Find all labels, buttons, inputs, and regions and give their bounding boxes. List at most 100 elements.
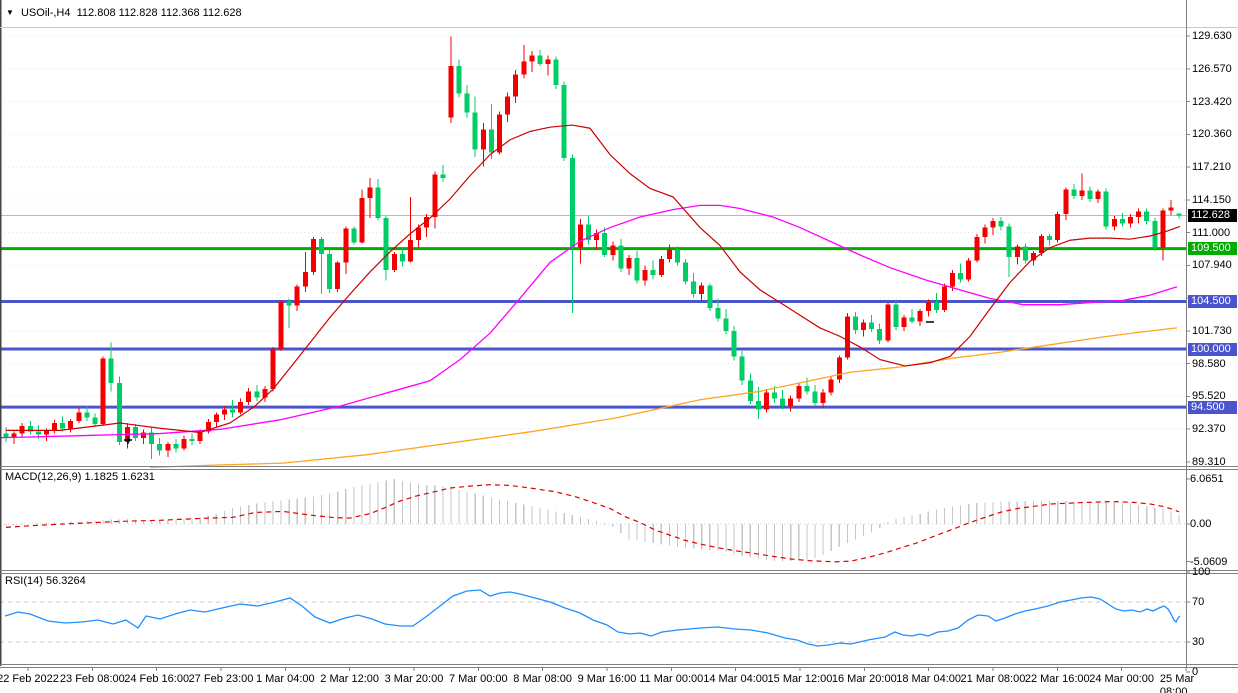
bear-candle <box>1144 211 1150 222</box>
bear-candle <box>691 281 697 295</box>
rsi-scale-label: 0 <box>1192 666 1199 678</box>
bear-candle <box>3 433 9 438</box>
bear-candle <box>440 174 446 178</box>
bull-candle <box>950 272 956 287</box>
bull-candle <box>521 61 527 75</box>
bull-candle <box>391 253 397 270</box>
bull-candle <box>1079 190 1085 196</box>
bull-candle <box>197 431 203 441</box>
time-axis-label: 24 Feb 16:00 <box>124 673 190 685</box>
price-tick-label: 111.000 <box>1192 226 1231 239</box>
macd-indicator-label: MACD(12,26,9) 1.1825 1.6231 <box>5 471 155 483</box>
bull-candle <box>505 96 511 115</box>
bull-candle <box>278 301 284 350</box>
bear-candle <box>456 65 462 94</box>
bear-candle <box>602 232 608 256</box>
bear-candle <box>319 239 325 254</box>
rsi-value: 56.3264 <box>45 575 86 587</box>
price-tick-label: 98.580 <box>1192 357 1226 370</box>
bull-candle <box>310 239 316 272</box>
bull-candle <box>925 302 931 312</box>
bull-candle <box>699 285 705 295</box>
bear-candle <box>173 444 179 449</box>
time-axis-label: 7 Mar 00:00 <box>448 673 508 685</box>
bull-candle <box>213 414 219 422</box>
macd-scale-label: 0.00 <box>1190 518 1212 530</box>
bear-candle <box>1176 213 1182 216</box>
bear-candle <box>553 59 559 85</box>
price-line-label: 94.500 <box>1188 400 1237 414</box>
price-tick-label: 123.420 <box>1192 95 1232 108</box>
bear-candle <box>254 391 260 398</box>
bear-candle <box>780 398 786 407</box>
bear-candle <box>92 417 98 425</box>
bull-candle <box>610 245 616 256</box>
bull-candle <box>343 228 349 263</box>
bear-candle <box>230 409 236 413</box>
bear-candle <box>933 302 939 310</box>
bear-candle <box>772 392 778 399</box>
ma-fast-red-line <box>6 124 1181 434</box>
bull-candle <box>270 349 276 390</box>
chart-frame <box>0 0 1238 673</box>
bear-candle <box>707 285 713 308</box>
macd-signal-value: 1.6231 <box>121 471 155 483</box>
quote-close: 112.628 <box>202 7 242 19</box>
bear-candle <box>464 93 470 113</box>
bull-candle <box>666 249 672 260</box>
bear-candle <box>958 272 964 280</box>
bull-candle <box>917 311 923 322</box>
price-tick-label: 101.730 <box>1192 324 1232 337</box>
bull-candle <box>141 432 147 438</box>
rsi-indicator-label: RSI(14) 56.3264 <box>5 575 86 587</box>
bull-candle <box>424 216 430 228</box>
bull-candle <box>1160 210 1166 248</box>
cross-drawing-marker[interactable] <box>124 436 132 444</box>
bear-candle <box>877 328 883 341</box>
bear-candle <box>327 253 333 289</box>
price-tick-label: 129.630 <box>1192 30 1232 42</box>
bear-candle <box>747 380 753 401</box>
bull-candle <box>76 412 82 421</box>
bear-candle <box>472 112 478 150</box>
bear-candle <box>739 356 745 381</box>
price-tick-label: 107.940 <box>1192 259 1232 272</box>
bull-candle <box>367 187 373 198</box>
bull-candle <box>836 357 842 380</box>
bear-candle <box>1071 189 1077 196</box>
bull-candle <box>885 304 891 341</box>
symbol-dropdown-icon[interactable]: ▼ <box>6 8 14 17</box>
bull-candle <box>448 65 454 118</box>
price-line-label: 104.500 <box>1188 294 1237 308</box>
bear-candle <box>1006 226 1012 258</box>
bear-candle <box>869 322 875 329</box>
bear-candle <box>1047 235 1053 241</box>
bear-candle <box>116 382 122 443</box>
time-axis-label: 1 Mar 04:00 <box>255 673 315 685</box>
bull-candle <box>974 237 980 261</box>
bull-candle <box>577 224 583 248</box>
bull-candle <box>238 401 244 413</box>
bear-candle <box>561 84 567 158</box>
price-tick-label: 92.370 <box>1192 423 1226 436</box>
bear-candle <box>189 438 195 441</box>
quote-low: 112.368 <box>160 7 200 19</box>
bull-candle <box>642 269 648 281</box>
time-axis-label: 14 Mar 04:00 <box>703 673 769 685</box>
quote-open: 112.808 <box>76 7 116 19</box>
bear-candle <box>723 318 729 332</box>
price-tick-label: 95.520 <box>1192 390 1226 403</box>
bull-candle <box>52 422 58 431</box>
bull-candle <box>100 358 106 425</box>
price-tick-label: 89.310 <box>1192 456 1226 468</box>
bear-candle <box>683 262 689 282</box>
bear-candle <box>60 422 66 429</box>
bear-candle <box>286 301 292 306</box>
time-axis-label: 22 Mar 16:00 <box>1024 673 1090 685</box>
bull-candle <box>941 286 947 310</box>
bull-candle <box>658 259 664 276</box>
bear-candle <box>35 431 41 435</box>
bear-candle <box>852 316 858 331</box>
